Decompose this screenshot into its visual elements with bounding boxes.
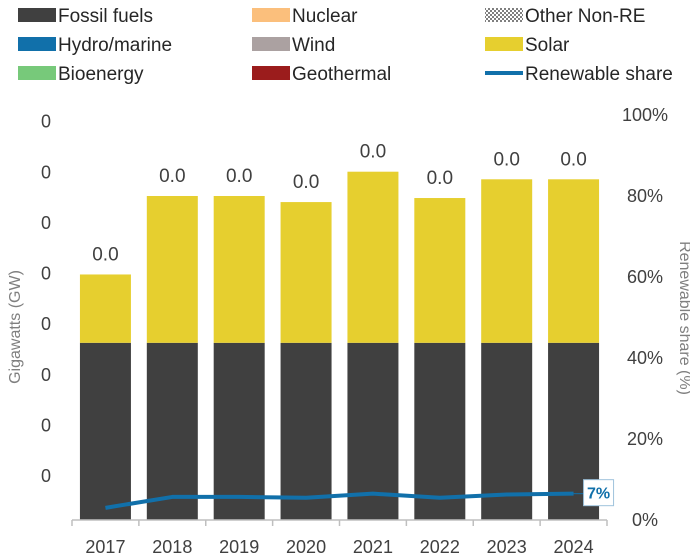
bar-total-label-2023: 0.0	[493, 149, 519, 170]
y-tick-label: 0	[41, 264, 51, 284]
renewable-share-line-group: 7%	[105, 479, 615, 510]
x-tick-label-2018: 2018	[152, 537, 192, 557]
end-label-box	[583, 479, 615, 507]
bar-fossil-fuels-2018	[146, 342, 198, 520]
y2-tick-label: 80%	[627, 186, 663, 206]
bar-total-label-2017: 0.0	[92, 244, 118, 265]
bar-total-label-2024: 0.0	[560, 149, 586, 170]
legend-label-wind: Wind	[292, 35, 335, 56]
y2-tick-label: 100%	[622, 105, 668, 125]
y2-tick-label: 40%	[627, 348, 663, 368]
bar-solar-2022	[414, 198, 466, 343]
end-label: 7%	[587, 486, 610, 503]
renewable-share-line	[105, 491, 574, 510]
left-axis: 0 0 0 0 0 0 0 0	[41, 112, 51, 486]
bar-solar-2020	[280, 202, 332, 343]
bar-total-label-2020: 0.0	[293, 172, 319, 193]
legend-label-other-non-re: Other Non-RE	[525, 6, 645, 27]
legend-label-fossil-fuels: Fossil fuels	[58, 6, 153, 27]
x-tick-label-2024: 2024	[554, 537, 594, 557]
bar-solar-2017	[79, 274, 131, 343]
bar-fossil-fuels-2023	[481, 342, 533, 520]
y-tick-label: 0	[41, 415, 51, 435]
bar-solar-2018	[146, 196, 198, 343]
data-labels: 0.0 0.0 0.0 0.0 0.0 0.0 0.0 0.0	[92, 142, 587, 266]
y-tick-label: 0	[41, 466, 51, 486]
y-tick-label: 0	[41, 162, 51, 182]
legend-swatch-geothermal	[252, 66, 290, 80]
legend-swatch-bioenergy	[18, 66, 56, 80]
bar-fossil-fuels-2020	[280, 342, 332, 520]
x-tick-label-2021: 2021	[353, 537, 393, 557]
x-tick-label-2019: 2019	[219, 537, 259, 557]
y2-axis-title: Renewable share (%)	[676, 241, 690, 395]
legend-label-solar: Solar	[525, 35, 570, 56]
y2-tick-label: 0%	[632, 510, 658, 530]
bar-fossil-fuels-2019	[213, 342, 265, 520]
bar-fossil-fuels-2022	[414, 342, 466, 520]
bar-total-label-2022: 0.0	[427, 168, 453, 189]
bar-solar-2019	[213, 196, 265, 343]
x-tick-label-2022: 2022	[420, 537, 460, 557]
legend-swatch-other-non-re	[485, 8, 523, 22]
y-tick-label: 0	[41, 112, 51, 132]
legend-swatch-hydro-marine	[18, 37, 56, 51]
legend-label-nuclear: Nuclear	[292, 6, 358, 27]
legend-swatch-nuclear	[252, 8, 290, 22]
legend-label-hydro-marine: Hydro/marine	[58, 35, 172, 56]
legend-swatch-fossil-fuels	[18, 8, 56, 22]
legend-label-geothermal: Geothermal	[292, 64, 391, 85]
y2-tick-label: 60%	[627, 267, 663, 287]
bar-solar-2024	[548, 179, 600, 343]
y-tick-label: 0	[41, 314, 51, 334]
y2-tick-label: 20%	[627, 429, 663, 449]
legend: Fossil fuels Nuclear Other Non-RE Hydro/mar…	[18, 6, 673, 85]
bar-total-label-2018: 0.0	[159, 166, 185, 187]
bar-solar-2023	[481, 179, 533, 343]
x-axis: 2017 2018 2019 2020 2021 2022 2023 2024	[71, 519, 608, 557]
bars	[79, 171, 600, 520]
bar-total-label-2021: 0.0	[360, 142, 386, 163]
x-tick-label-2020: 2020	[286, 537, 326, 557]
x-tick-label-2017: 2017	[85, 537, 125, 557]
y-axis-title: Gigawatts (GW)	[7, 270, 24, 384]
legend-swatch-wind	[252, 37, 290, 51]
legend-label-bioenergy: Bioenergy	[58, 64, 144, 85]
bar-fossil-fuels-2017	[79, 342, 131, 520]
x-tick-label-2023: 2023	[487, 537, 527, 557]
legend-label-renewable-share: Renewable share	[525, 64, 673, 85]
y-tick-label: 0	[41, 365, 51, 385]
right-axis: 0% 20% 40% 60% 80% 100%	[622, 105, 668, 530]
bar-fossil-fuels-2021	[347, 342, 399, 520]
y-tick-label: 0	[41, 213, 51, 233]
bar-solar-2021	[347, 171, 399, 343]
legend-swatch-solar	[485, 37, 523, 51]
bar-total-label-2019: 0.0	[226, 166, 252, 187]
